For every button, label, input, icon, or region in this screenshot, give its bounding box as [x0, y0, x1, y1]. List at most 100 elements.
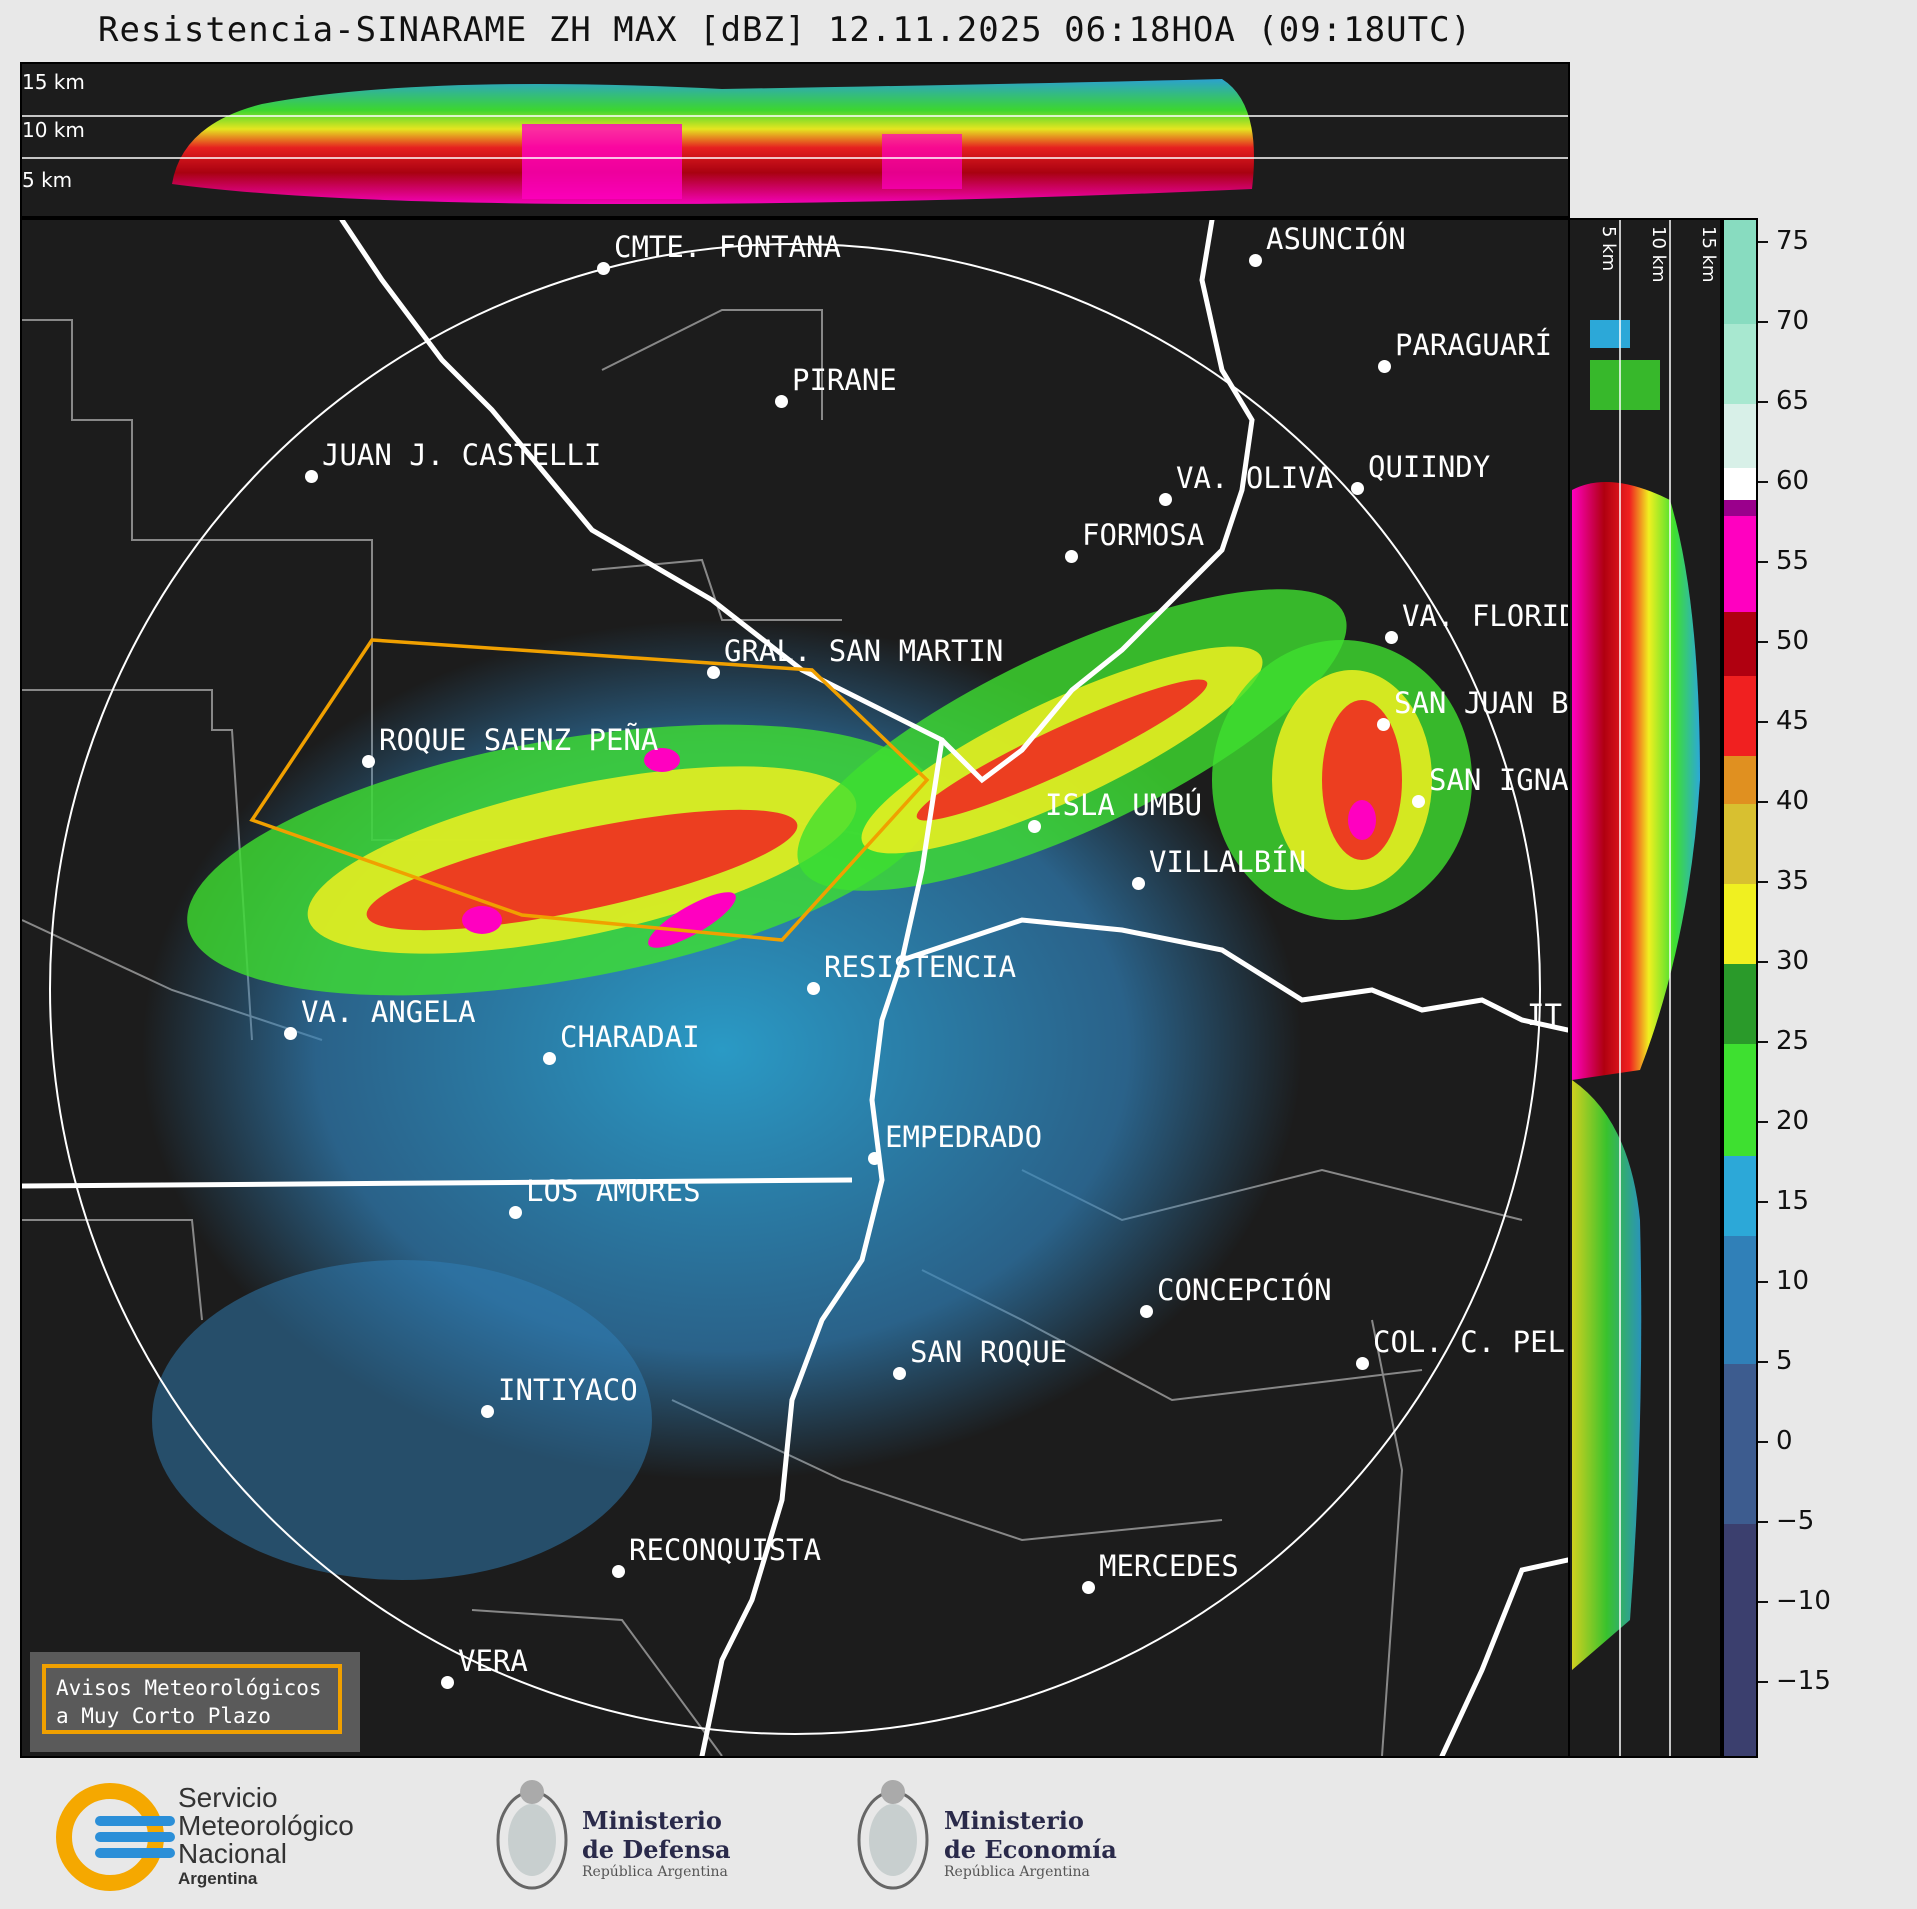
echo-storm-line-northeast: [797, 589, 1347, 891]
top-core-magenta: [522, 124, 682, 199]
city-label-isla-umbu: ISLA UMBÚ: [1045, 788, 1203, 822]
city-dot-asuncion: [1249, 254, 1262, 267]
city-dot-intiyaco: [481, 1405, 494, 1418]
smn-line3: Nacional: [178, 1838, 287, 1869]
city-dot-col-c-pel: [1356, 1357, 1369, 1370]
colorbar-segment: [1724, 1524, 1756, 1756]
city-dot-roque-saenz-pena: [362, 755, 375, 768]
city-dot-va-florida: [1385, 631, 1398, 644]
city-dot-reconquista: [612, 1565, 625, 1578]
side-label-5km: 5 km: [1598, 226, 1619, 272]
city-dot-cmte-fontana: [597, 262, 610, 275]
colorbar-tick-label: 20: [1758, 1106, 1809, 1136]
city-label-vera: VERA: [458, 1644, 528, 1678]
aviso-box[interactable]: Avisos Meteorológicos a Muy Corto Plazo: [30, 1652, 360, 1752]
city-dot-gral-san-martin: [707, 666, 720, 679]
smn-logo-icon: [56, 1783, 175, 1891]
smn-logo-text: Servicio Meteorológico Nacional Argentin…: [178, 1784, 354, 1890]
city-dot-pirane: [775, 395, 788, 408]
economia-line1: Ministerio: [944, 1806, 1084, 1835]
city-dot-empedrado: [868, 1152, 881, 1165]
city-label-va-oliva: VA. OLIVA: [1176, 461, 1334, 495]
city-label-roque-saenz-pena: ROQUE SAENZ PEÑA: [379, 723, 659, 757]
defensa-line2: de Defensa: [582, 1835, 731, 1864]
colorbar-tick-label: 5: [1758, 1346, 1793, 1376]
colorbar-tick-label: 55: [1758, 546, 1809, 576]
defensa-seal-icon: [496, 1780, 568, 1890]
radar-map-panel: CMTE. FONTANA ASUNCIÓN PARAGUARÍ PIRANE …: [20, 218, 1570, 1758]
colorbar-tick-label: −10: [1758, 1586, 1831, 1616]
colorbar: [1722, 218, 1758, 1758]
colorbar-segment: [1724, 964, 1756, 1044]
colorbar-segment: [1724, 404, 1756, 468]
side-label-15km: 15 km: [1698, 226, 1719, 283]
colorbar-tick-label: 65: [1758, 386, 1809, 416]
range-ring: [49, 243, 1541, 1735]
city-dot-mercedes: [1082, 1581, 1095, 1594]
city-label-va-florida: VA. FLORIDA: [1402, 599, 1568, 633]
city-dot-charadai: [543, 1052, 556, 1065]
colorbar-svg: [1724, 220, 1756, 1756]
colorbar-segment: [1724, 676, 1756, 756]
city-dot-va-angela: [284, 1027, 297, 1040]
city-dot-va-oliva: [1159, 493, 1172, 506]
colorbar-tick-label: 10: [1758, 1266, 1809, 1296]
side-cross-section-svg: [1572, 220, 1700, 1756]
echo-storm-east: [1212, 640, 1472, 920]
colorbar-segment: [1724, 220, 1756, 324]
rivers: [339, 220, 1568, 1756]
city-dot-san-juan-b: [1377, 718, 1390, 731]
city-label-gral-san-martin: GRAL. SAN MARTIN: [724, 634, 1004, 668]
echo-southwest: [152, 1260, 652, 1580]
aviso-inner: Avisos Meteorológicos a Muy Corto Plazo: [42, 1664, 342, 1734]
city-label-paraguari: PARAGUARÍ: [1395, 328, 1553, 362]
city-label-va-angela: VA. ANGELA: [301, 995, 476, 1029]
city-dot-san-roque: [893, 1367, 906, 1380]
defensa-text: Ministerio de Defensa República Argentin…: [582, 1806, 731, 1880]
city-label-col-c-pel: COL. C. PEL: [1373, 1325, 1566, 1359]
city-label-mercedes: MERCEDES: [1099, 1549, 1239, 1583]
city-dot-formosa: [1065, 550, 1078, 563]
city-dot-juan-j-castelli: [305, 470, 318, 483]
colorbar-segment: [1724, 500, 1756, 516]
city-label-cmte-fontana: CMTE. FONTANA: [614, 230, 841, 264]
colorbar-tick-label: 15: [1758, 1186, 1809, 1216]
top-cross-section-panel: 15 km 10 km 5 km: [20, 62, 1570, 218]
colorbar-tick-label: 0: [1758, 1426, 1793, 1456]
colorbar-segment: [1724, 1364, 1756, 1524]
city-dot-resistencia: [807, 982, 820, 995]
city-dot-vera: [441, 1676, 454, 1689]
economia-line3: República Argentina: [944, 1864, 1090, 1880]
city-label-resistencia: RESISTENCIA: [824, 950, 1017, 984]
colorbar-tick-label: 25: [1758, 1026, 1809, 1056]
city-label-it: IT: [1527, 998, 1562, 1032]
smn-line4: Argentina: [178, 1869, 258, 1888]
top-label-5km: 5 km: [22, 168, 73, 192]
city-label-reconquista: RECONQUISTA: [629, 1533, 822, 1567]
city-label-juan-j-castelli: JUAN J. CASTELLI: [322, 438, 602, 472]
side-echo-core: [1572, 482, 1700, 1080]
city-label-quiindy: QUIINDY: [1368, 450, 1491, 484]
footer: Servicio Meteorológico Nacional Argentin…: [0, 1760, 1917, 1909]
side-label-10km: 10 km: [1648, 226, 1669, 283]
city-label-intiyaco: INTIYACO: [498, 1373, 638, 1407]
colorbar-tick-label: −5: [1758, 1506, 1814, 1536]
colorbar-segment: [1724, 468, 1756, 500]
colorbar-segment: [1724, 324, 1756, 404]
side-top-blob: [1590, 320, 1630, 348]
city-dot-concepcion: [1140, 1305, 1153, 1318]
colorbar-segment: [1724, 884, 1756, 964]
echo-storm-line-west: [187, 724, 937, 996]
city-label-asuncion: ASUNCIÓN: [1266, 222, 1406, 256]
defensa-line3: República Argentina: [582, 1864, 728, 1880]
city-label-san-roque: SAN ROQUE: [910, 1335, 1068, 1369]
city-dot-isla-umbu: [1028, 820, 1041, 833]
colorbar-tick-label: 75: [1758, 226, 1809, 256]
side-top-blob-2: [1590, 360, 1660, 410]
city-label-formosa: FORMOSA: [1082, 518, 1205, 552]
colorbar-tick-label: 60: [1758, 466, 1809, 496]
city-label-villalbin: VILLALBÍN: [1149, 845, 1307, 879]
city-label-los-amores: LOS AMORES: [526, 1174, 701, 1208]
city-dot-villalbin: [1132, 877, 1145, 890]
city-label-charadai: CHARADAI: [560, 1020, 700, 1054]
